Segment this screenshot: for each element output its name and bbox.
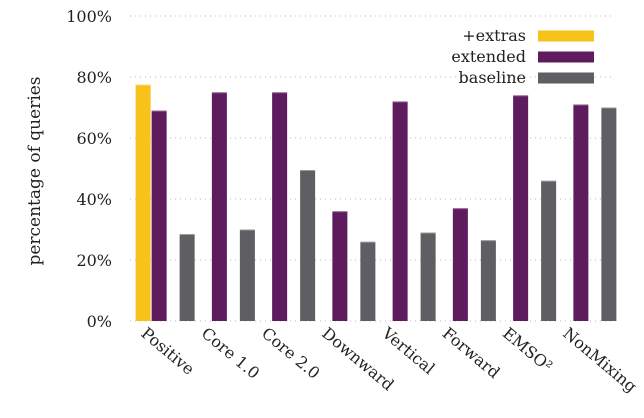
x-tick-label-nonmixing: NonMixing (559, 324, 640, 396)
legend-label-extended: extended (451, 47, 526, 66)
bar-extended-forward (452, 208, 468, 321)
legend-swatch-extras (538, 30, 594, 42)
bar-extended-core-2-0 (272, 92, 288, 321)
y-axis-ticks: 0% 20% 40% 60% 80% 100% (66, 7, 112, 331)
legend-label-baseline: baseline (459, 68, 526, 87)
bar-baseline-core-2-0 (300, 170, 316, 321)
bar-extended-positive (151, 110, 167, 321)
x-tick-label-core-1-0: Core 1.0 (198, 324, 263, 383)
bar-extended-vertical (392, 101, 408, 322)
bar-extended-core-1-0 (211, 92, 227, 321)
x-tick-label-emso: EMSO² (499, 324, 556, 376)
y-tick-label: 0% (87, 312, 112, 331)
y-tick-label: 60% (76, 129, 112, 148)
bar-baseline-forward (480, 240, 496, 321)
x-tick-label-positive: Positive (138, 324, 199, 379)
bar-baseline-positive (179, 234, 195, 321)
bar-extended-emso (513, 95, 529, 321)
bar-extras-positive (135, 84, 151, 321)
x-tick-label-forward: Forward (439, 324, 504, 383)
y-tick-label: 20% (76, 251, 112, 270)
bar-baseline-vertical (420, 232, 436, 321)
legend-label-extras: +extras (462, 26, 526, 45)
y-axis-title: percentage of queries (25, 76, 45, 265)
bar-extended-downward (332, 211, 348, 321)
bar-baseline-nonmixing (601, 107, 617, 321)
legend-swatch-baseline (538, 72, 594, 84)
y-tick-label: 40% (76, 190, 112, 209)
bar-baseline-emso (541, 180, 557, 321)
legend-swatch-extended (538, 51, 594, 63)
bar-baseline-core-1-0 (239, 229, 255, 321)
x-tick-label-core-2-0: Core 2.0 (258, 324, 323, 383)
bars (135, 84, 617, 322)
bar-extended-nonmixing (573, 104, 589, 321)
legend: +extras extended baseline (451, 26, 594, 87)
bar-baseline-downward (360, 241, 376, 321)
y-tick-label: 80% (76, 68, 112, 87)
y-tick-label: 100% (66, 7, 112, 26)
